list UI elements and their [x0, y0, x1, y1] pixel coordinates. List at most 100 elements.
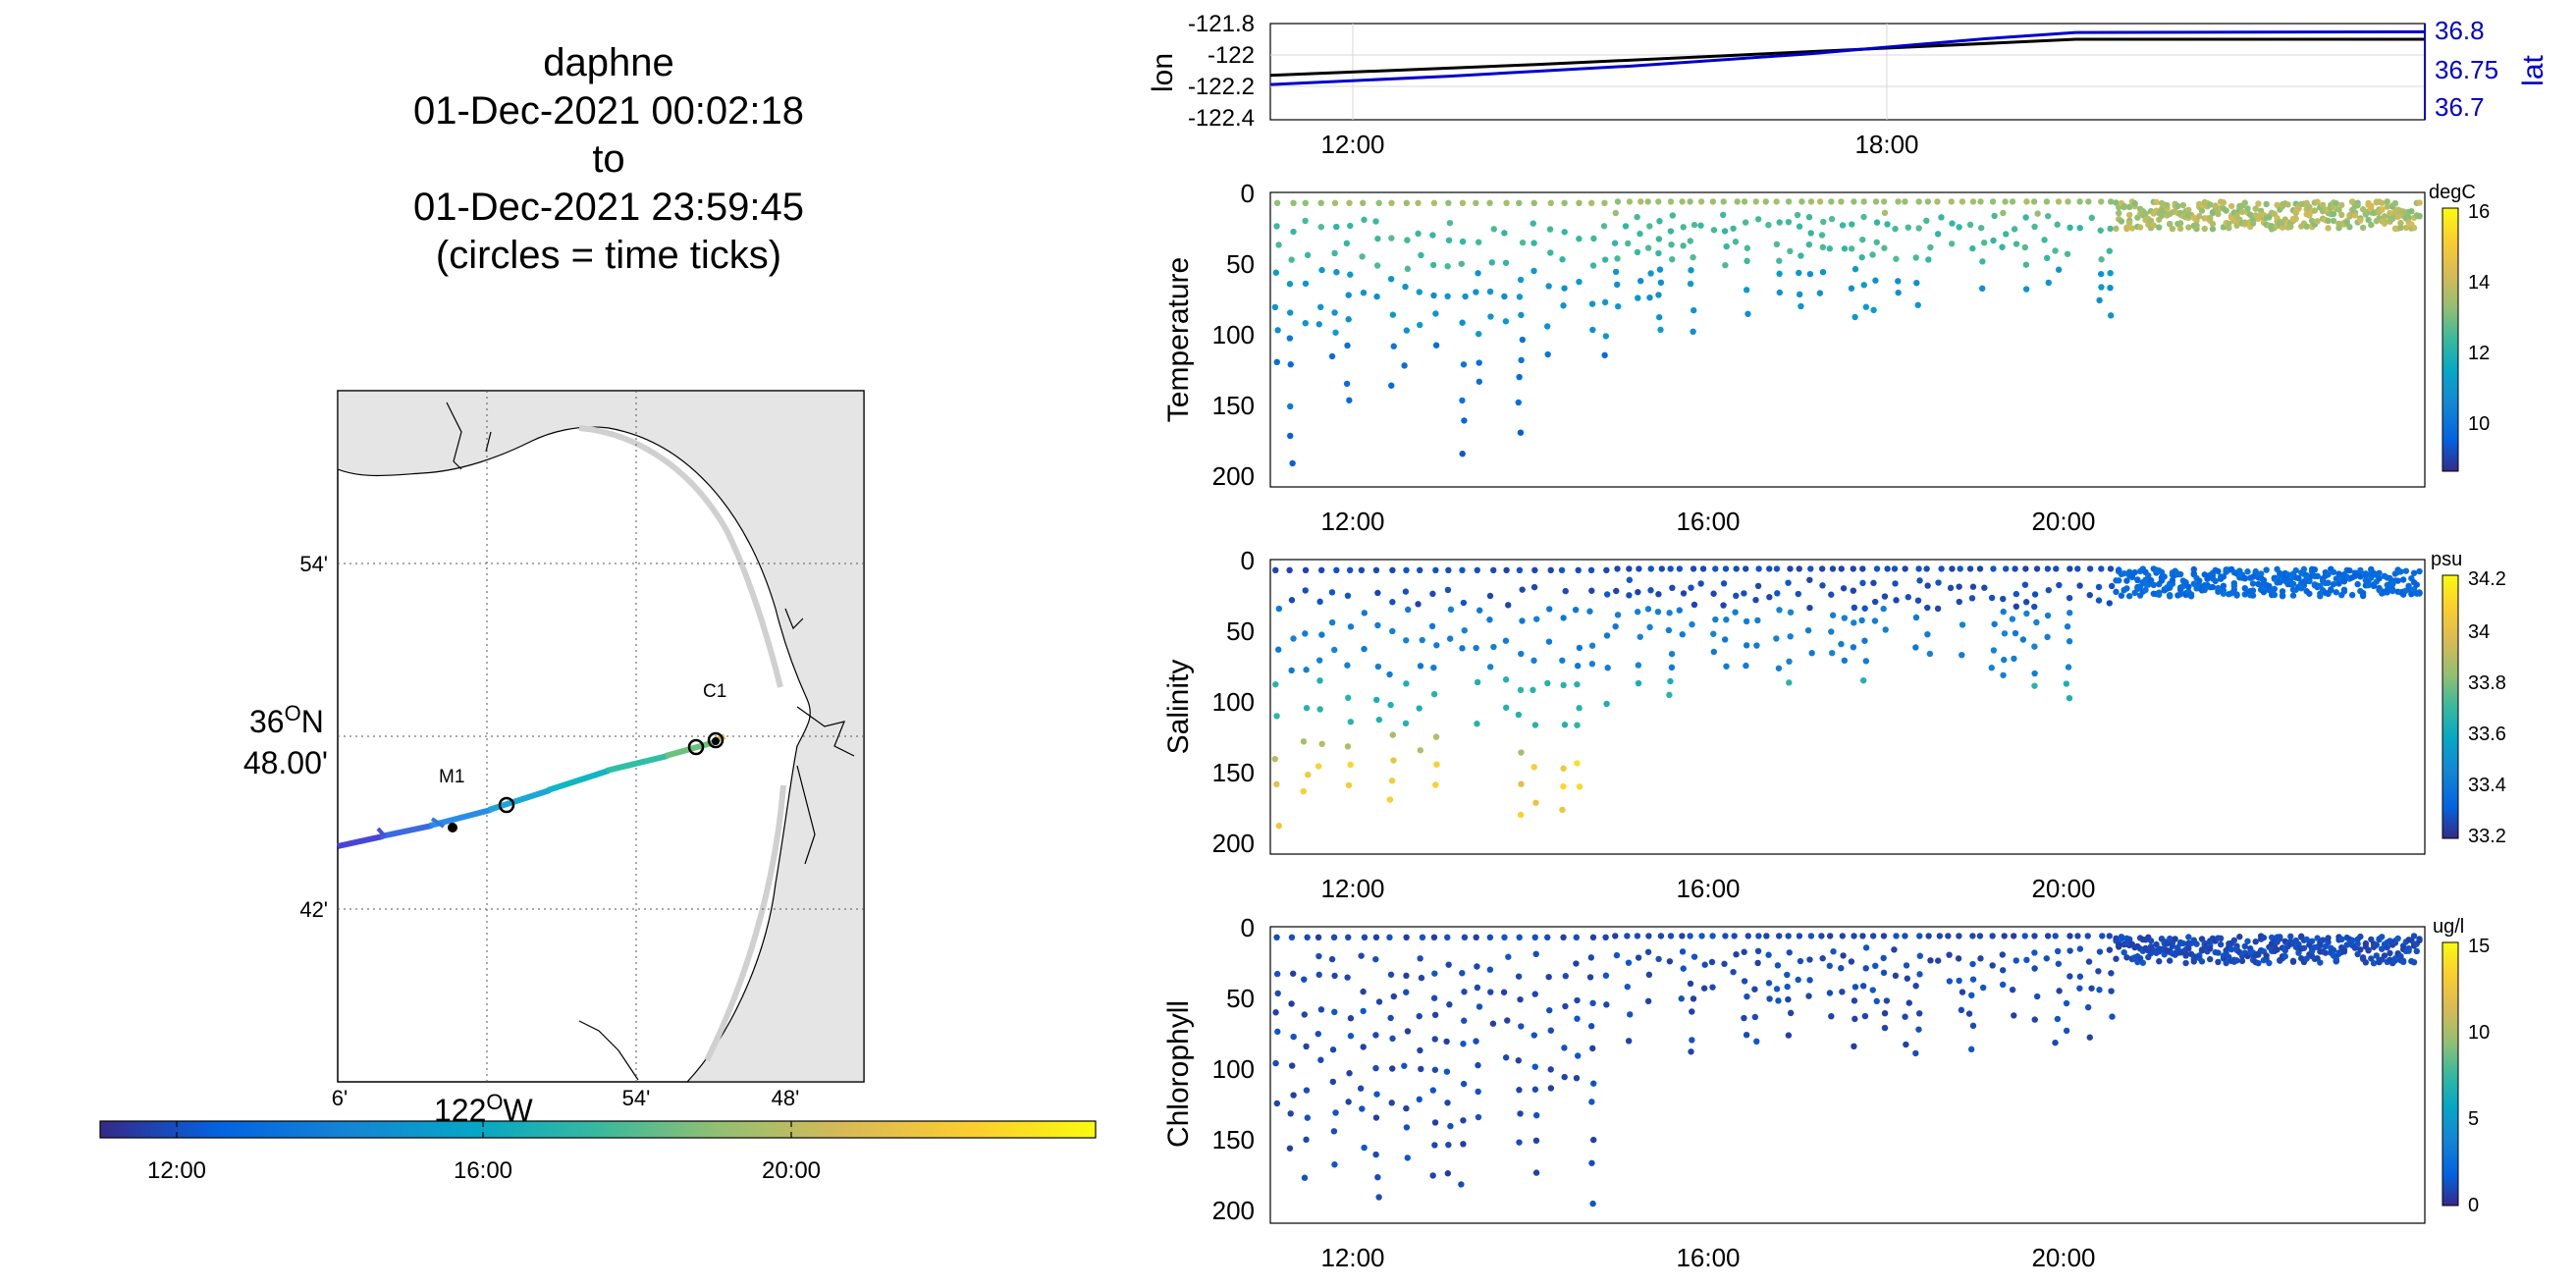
data-point — [2349, 592, 2355, 598]
data-point — [1347, 272, 1353, 278]
data-point — [1386, 935, 1392, 940]
data-point — [2325, 218, 2331, 224]
data-point — [2053, 565, 2059, 571]
data-point — [1776, 271, 1782, 277]
data-point — [1817, 198, 1823, 204]
data-point — [1331, 1161, 1337, 1167]
data-point — [2282, 953, 2288, 959]
data-point — [1935, 957, 1941, 963]
data-point — [1851, 644, 1856, 650]
data-point — [2148, 938, 2154, 943]
data-point — [1858, 617, 1864, 623]
data-point — [1560, 682, 1566, 688]
data-point — [1805, 993, 1811, 998]
data-point — [2244, 205, 2250, 211]
depth-tick-label: 100 — [1212, 1054, 1255, 1084]
data-point — [1627, 198, 1633, 204]
data-point — [1574, 997, 1580, 1003]
scatter-panels: 0 50 100 150 200 Temperature 12:00 16:00… — [1162, 179, 2506, 1272]
data-point — [1445, 1142, 1451, 1148]
data-point — [1882, 1010, 1888, 1016]
data-point — [1588, 200, 1594, 206]
data-point — [2185, 584, 2191, 590]
data-point — [1615, 198, 1621, 204]
data-point — [1923, 218, 1929, 224]
data-point — [2360, 593, 2366, 599]
data-point — [2253, 939, 2259, 944]
data-point — [2012, 565, 2017, 571]
data-point — [1905, 976, 1910, 982]
data-point — [2095, 968, 2101, 974]
data-point — [1798, 958, 1803, 964]
data-point — [1329, 619, 1335, 625]
data-point — [2250, 580, 2256, 586]
data-point — [1895, 198, 1901, 204]
data-point — [1476, 379, 1482, 385]
data-point — [1828, 628, 1834, 634]
depth-tick-label: 150 — [1212, 1125, 1255, 1154]
data-point — [2013, 957, 2019, 963]
data-point — [1774, 590, 1780, 596]
data-point — [1827, 245, 1833, 251]
data-point — [1516, 374, 1522, 380]
data-point — [1635, 589, 1640, 595]
data-point — [1491, 226, 1497, 232]
data-point — [1680, 631, 1686, 637]
data-point — [1431, 200, 1437, 206]
data-point — [1446, 238, 1452, 243]
data-point — [1851, 1044, 1856, 1049]
data-point — [1689, 1037, 1694, 1043]
data-point — [1655, 292, 1661, 297]
data-point — [2066, 225, 2072, 231]
data-point — [2056, 988, 2062, 993]
data-point — [1981, 240, 1987, 245]
data-point — [2284, 201, 2290, 207]
data-point — [1288, 361, 1294, 367]
station-c1-marker — [712, 737, 720, 745]
station-label: C1 — [703, 681, 726, 702]
data-point — [2405, 948, 2411, 954]
data-point — [1688, 238, 1693, 243]
data-point — [1741, 949, 1746, 955]
data-point — [1755, 216, 1761, 222]
data-point — [1430, 293, 1436, 298]
data-point — [1902, 1014, 1907, 1020]
data-point — [1870, 580, 1876, 586]
data-point — [2022, 581, 2028, 587]
data-point — [2085, 933, 2091, 939]
data-point — [2096, 297, 2102, 303]
data-point — [2031, 224, 2037, 230]
data-point — [1709, 933, 1715, 939]
data-point — [1773, 635, 1779, 641]
data-point — [1969, 595, 1975, 601]
data-point — [1433, 343, 1439, 349]
data-point — [1590, 236, 1596, 242]
data-point — [1432, 1119, 1438, 1125]
data-point — [1289, 597, 1295, 603]
data-point — [1460, 200, 1466, 206]
data-point — [1744, 287, 1749, 293]
data-point — [1817, 290, 1823, 295]
data-point — [1828, 198, 1834, 204]
data-point — [1417, 955, 1422, 961]
chlorophyll-panel: 0 50 100 150 200 Chlorophyll 12:00 16:00… — [1162, 913, 2490, 1272]
data-point — [2108, 312, 2114, 318]
data-point — [1752, 1014, 1758, 1020]
data-point — [2199, 958, 2205, 964]
data-point — [1289, 1062, 1295, 1068]
data-point — [2290, 592, 2296, 598]
data-point — [1374, 262, 1380, 268]
data-point — [2215, 959, 2221, 965]
data-point — [2116, 210, 2121, 216]
data-point — [1444, 1100, 1450, 1105]
data-point — [1518, 357, 1524, 363]
data-point — [1655, 609, 1661, 615]
salinity-axes — [1270, 560, 2425, 854]
data-point — [1688, 584, 1693, 590]
salinity-axis-label: Salinity — [1162, 660, 1195, 755]
data-point — [1656, 218, 1662, 224]
data-point — [2354, 581, 2360, 587]
data-point — [1979, 286, 1985, 292]
data-point — [1315, 935, 1321, 940]
